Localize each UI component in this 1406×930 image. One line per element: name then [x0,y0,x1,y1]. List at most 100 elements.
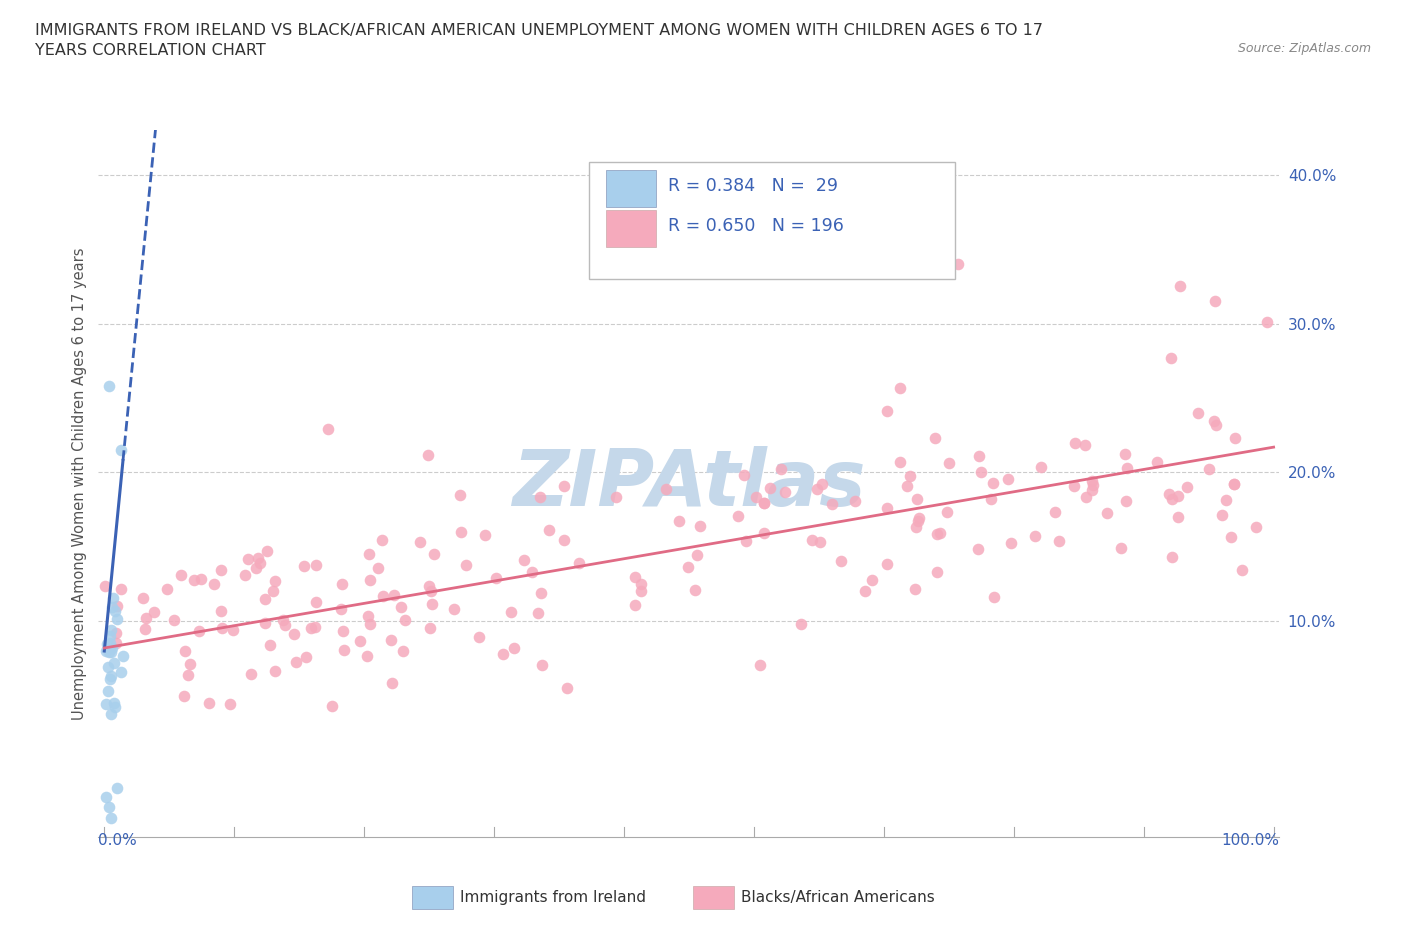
Point [983,590,1005,604]
Point [110,665,132,680]
Point [271,613,294,628]
Point [1168,279,1191,294]
Point [104,635,127,650]
Point [503,641,526,656]
Point [292,559,315,574]
Point [997,472,1019,486]
Point [371,589,394,604]
Point [1230,563,1253,578]
Point [381,675,404,690]
Point [321,699,343,714]
Point [966,541,988,556]
Point [630,577,652,591]
Point [876,556,898,571]
Point [1215,493,1237,508]
Point [285,655,308,670]
Point [419,620,441,635]
FancyBboxPatch shape [606,170,655,206]
Point [1160,351,1182,365]
Point [655,482,678,497]
Point [513,552,536,567]
Point [134,621,156,636]
Point [1024,528,1046,543]
Point [450,525,472,540]
Point [1256,314,1278,329]
Text: R = 0.650   N = 196: R = 0.650 N = 196 [668,217,844,235]
Point [555,681,578,696]
Point [1081,483,1104,498]
Point [529,490,551,505]
Point [391,644,413,658]
Point [876,501,898,516]
Point [183,573,205,588]
Point [420,584,443,599]
Text: IMMIGRANTS FROM IRELAND VS BLACK/AFRICAN AMERICAN UNEMPLOYMENT AMONG WOMEN WITH : IMMIGRANTS FROM IRELAND VS BLACK/AFRICAN… [35,23,1043,58]
Point [263,663,285,678]
Point [105,626,128,641]
Point [247,551,270,565]
Point [1114,446,1136,461]
Point [492,646,515,661]
Point [530,586,553,601]
Point [1063,478,1085,493]
Point [443,601,465,616]
Point [259,638,281,653]
Point [222,623,245,638]
Point [299,621,322,636]
Point [1204,413,1226,428]
Point [420,597,443,612]
Point [938,456,960,471]
Point [1244,519,1267,534]
Point [903,582,925,597]
Point [179,657,201,671]
Point [501,604,523,619]
Point [905,491,928,506]
Point [370,533,392,548]
Point [1205,418,1227,432]
Point [605,489,627,504]
Point [526,606,548,621]
Point [96,684,118,698]
Point [754,495,776,510]
Point [924,431,946,445]
Point [1083,478,1105,493]
Point [100,706,122,721]
Point [1223,477,1246,492]
Point [177,668,200,683]
Point [449,487,471,502]
Point [332,623,354,638]
Point [1204,294,1226,309]
Point [1161,549,1184,564]
Point [103,656,125,671]
Point [98,671,121,686]
Point [683,582,706,597]
Point [531,658,554,673]
Point [759,481,782,496]
Point [467,629,489,644]
Point [752,526,775,541]
Point [889,380,911,395]
Point [860,573,883,588]
Point [769,461,792,476]
Point [1063,435,1085,450]
Point [380,632,402,647]
Point [568,555,591,570]
Point [211,620,233,635]
Point [367,561,389,576]
Point [333,643,356,658]
Point [811,477,834,492]
Point [1095,506,1118,521]
Point [253,616,276,631]
Point [101,591,124,605]
Point [101,600,124,615]
Point [274,618,297,632]
Point [94,697,117,711]
Point [209,604,232,618]
Point [283,627,305,642]
Point [110,443,132,458]
Point [1219,529,1241,544]
Point [104,604,127,618]
Point [744,489,766,504]
Point [143,604,166,619]
Point [928,525,950,540]
